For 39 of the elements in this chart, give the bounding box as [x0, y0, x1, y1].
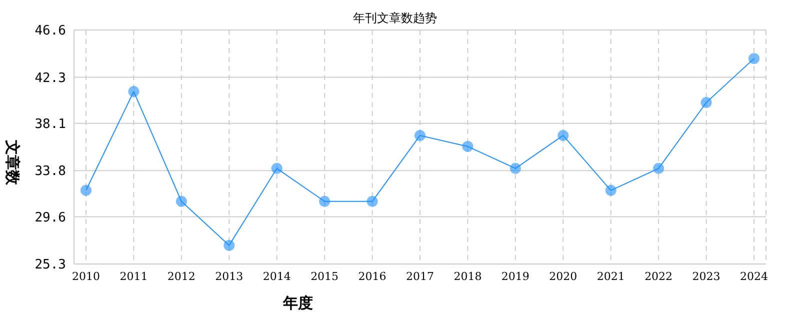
x-tick-label: 2019 [501, 270, 530, 283]
x-tick-label: 2023 [692, 270, 720, 283]
x-tick-label: 2022 [644, 270, 673, 283]
x-tick-label: 2014 [262, 270, 291, 283]
point [271, 162, 282, 174]
x-tick-label: 2011 [120, 270, 148, 283]
y-tick-label: 25.3 [34, 258, 66, 273]
x-tick-label: 2012 [167, 270, 196, 283]
point [414, 130, 426, 141]
point [128, 86, 140, 98]
point [558, 130, 569, 141]
y-tick-label: 33.8 [34, 164, 66, 180]
point [748, 53, 760, 64]
y-tick-label: 46.6 [34, 24, 66, 39]
x-tick-label: 2010 [72, 270, 100, 283]
x-tick-label: 2024 [740, 270, 768, 283]
point [510, 162, 521, 174]
x-axis-title: 年度 [282, 294, 314, 313]
point [80, 184, 92, 196]
x-tick-label: 2017 [406, 270, 434, 283]
point [462, 140, 474, 152]
point [319, 196, 330, 207]
point [700, 97, 712, 108]
point [224, 240, 235, 251]
point [605, 184, 616, 196]
point [653, 162, 664, 174]
point [176, 196, 187, 207]
point [366, 196, 378, 207]
y-tick-label: 42.3 [34, 70, 66, 86]
x-tick-label: 2021 [596, 270, 625, 283]
y-tick-label: 29.6 [34, 210, 66, 226]
x-tick-label: 2013 [215, 270, 244, 283]
x-tick-label: 2015 [310, 270, 339, 283]
x-tick-label: 2018 [454, 270, 482, 283]
y-tick-label: 38.1 [34, 116, 66, 132]
y-axis-title: 文章数 [2, 139, 22, 187]
x-tick-label: 2020 [549, 270, 578, 283]
x-tick-label: 2016 [358, 270, 386, 283]
chart-title: 年刊文章数趋势 [353, 11, 437, 25]
